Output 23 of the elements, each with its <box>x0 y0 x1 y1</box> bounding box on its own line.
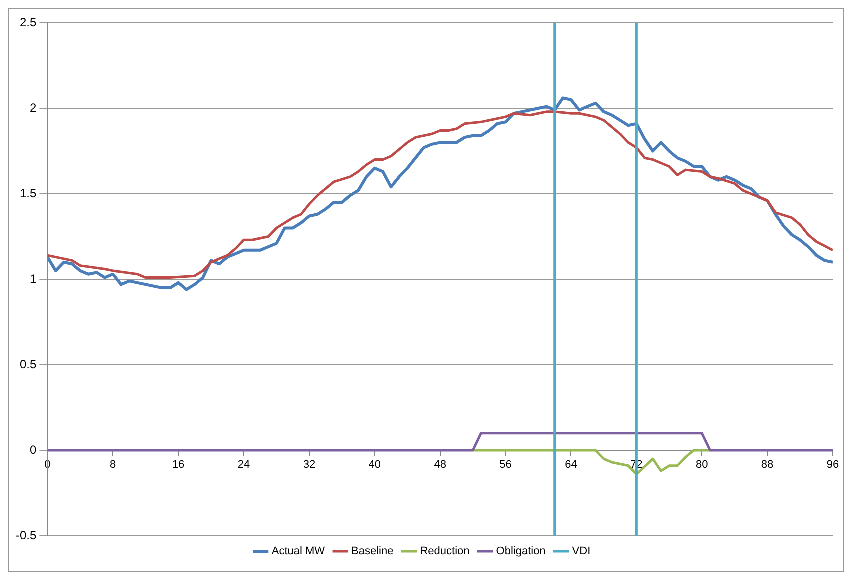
x-tick-label: 16 <box>172 459 185 472</box>
x-tick-label: 48 <box>434 459 446 472</box>
legend-label: VDI <box>572 546 591 558</box>
x-tick-label: 8 <box>110 459 116 472</box>
legend-label: Reduction <box>420 546 470 558</box>
y-tick-label: 0 <box>30 442 37 457</box>
y-tick-label: 1.5 <box>20 186 37 200</box>
x-tick-label: 56 <box>500 459 512 472</box>
y-tick-label: 0.5 <box>20 357 37 372</box>
x-tick-label: 88 <box>761 459 774 472</box>
legend-label: Baseline <box>352 546 394 558</box>
y-tick-label: 1 <box>30 272 37 286</box>
x-tick-label: 24 <box>238 459 250 472</box>
x-tick-label: 80 <box>696 459 708 472</box>
legend-label: Actual MW <box>272 546 326 558</box>
y-tick-label: 2.5 <box>20 15 37 30</box>
x-tick-label: 96 <box>826 459 840 472</box>
x-tick-label: 64 <box>565 459 578 472</box>
x-tick-label: 32 <box>303 459 316 472</box>
legend-label: Obligation <box>496 546 546 558</box>
x-tick-label: 40 <box>368 459 382 472</box>
y-tick-label: -0.5 <box>16 528 37 542</box>
y-tick-label: 2 <box>30 100 37 115</box>
